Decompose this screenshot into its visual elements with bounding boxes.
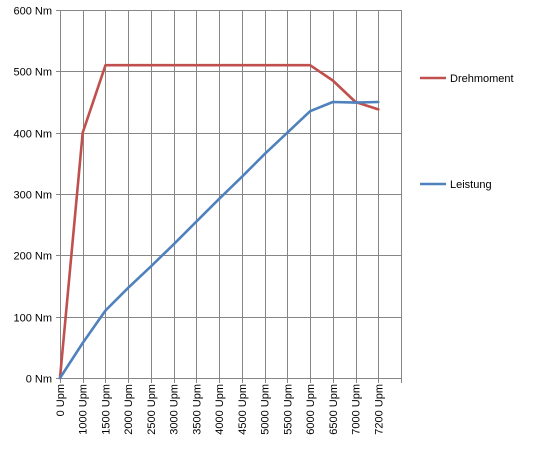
y-tick-label: 400 Nm [13, 129, 52, 141]
x-tick-label: 1000 Upm [78, 384, 90, 435]
x-tick-label: 7000 Upm [351, 384, 363, 435]
y-tick-label: 200 Nm [13, 251, 52, 263]
x-tick-label: 1500 Upm [100, 384, 112, 435]
x-tick-label: 2500 Upm [146, 384, 158, 435]
y-axis-ticks: 0 Nm 100 Nm 200 Nm 300 Nm 400 Nm 500 Nm 600 Nm [13, 6, 52, 386]
x-tick-label: 7200 Upm [373, 384, 385, 435]
x-tick-label: 3500 Upm [191, 384, 203, 435]
x-tick-label: 4000 Upm [214, 384, 226, 435]
y-tick-label: 600 Nm [13, 6, 52, 18]
x-tick-label: 5500 Upm [282, 384, 294, 435]
x-tick-label: 0 Upm [55, 384, 67, 416]
x-tick-label: 4500 Upm [237, 384, 249, 435]
y-tick-label: 500 Nm [13, 67, 52, 79]
x-axis-ticks: 0 Upm 1000 Upm 1500 Upm 2000 Upm 2500 Upm 300… [55, 384, 385, 435]
legend-label: Leistung [450, 179, 492, 191]
y-tick-label: 0 Nm [26, 374, 52, 386]
x-tick-label: 5000 Upm [260, 384, 272, 435]
legend-label: Drehmoment [450, 73, 514, 85]
legend: Drehmoment Leistung [420, 73, 514, 191]
x-tick-label: 3000 Upm [169, 384, 181, 435]
series-line-leistung [58, 100, 380, 380]
y-tick-label: 100 Nm [13, 313, 52, 325]
series-line-drehmoment [58, 63, 380, 380]
x-tick-label: 6500 Upm [328, 384, 340, 435]
y-tick-label: 300 Nm [13, 190, 52, 202]
series-lines [58, 63, 380, 380]
grid [56, 10, 402, 379]
x-tick-label: 2000 Upm [123, 384, 135, 435]
x-tick-label: 6000 Upm [305, 384, 317, 435]
axes [60, 10, 402, 383]
